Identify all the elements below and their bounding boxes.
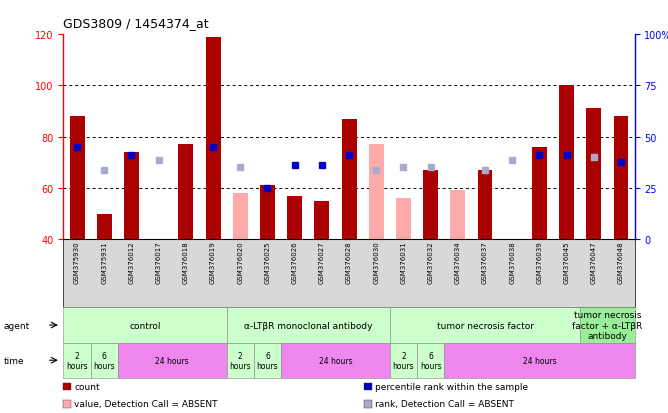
Bar <box>178 145 193 240</box>
Text: 24 hours: 24 hours <box>156 356 189 365</box>
Text: 24 hours: 24 hours <box>319 356 352 365</box>
Text: time: time <box>3 356 24 365</box>
Text: control: control <box>130 321 161 330</box>
Text: agent: agent <box>3 321 29 330</box>
Bar <box>423 171 438 240</box>
Bar <box>287 196 302 240</box>
Text: tumor necrosis factor: tumor necrosis factor <box>436 321 534 330</box>
Text: percentile rank within the sample: percentile rank within the sample <box>375 382 528 391</box>
Bar <box>587 109 601 240</box>
Bar <box>341 119 357 240</box>
Text: GDS3809 / 1454374_at: GDS3809 / 1454374_at <box>63 17 209 29</box>
Text: rank, Detection Call = ABSENT: rank, Detection Call = ABSENT <box>375 399 514 408</box>
Text: 2
hours: 2 hours <box>66 351 88 370</box>
Text: 24 hours: 24 hours <box>522 356 556 365</box>
Text: 6
hours: 6 hours <box>94 351 115 370</box>
Bar <box>532 147 547 240</box>
Bar <box>124 153 139 240</box>
Text: 2
hours: 2 hours <box>393 351 414 370</box>
Text: value, Detection Call = ABSENT: value, Detection Call = ABSENT <box>74 399 218 408</box>
Bar <box>260 186 275 240</box>
Bar <box>450 191 466 240</box>
Bar <box>206 38 220 240</box>
Bar <box>478 171 492 240</box>
Text: count: count <box>74 382 100 391</box>
Text: 2
hours: 2 hours <box>229 351 251 370</box>
Bar <box>396 199 411 240</box>
Bar <box>315 201 329 240</box>
Bar <box>369 145 383 240</box>
Bar <box>613 117 629 240</box>
Bar <box>232 194 248 240</box>
Text: tumor necrosis
factor + α-LTβR
antibody: tumor necrosis factor + α-LTβR antibody <box>572 311 643 340</box>
Bar <box>97 214 112 240</box>
Bar <box>69 117 85 240</box>
Text: 6
hours: 6 hours <box>257 351 279 370</box>
Bar <box>559 86 574 240</box>
Text: 6
hours: 6 hours <box>420 351 442 370</box>
Text: α-LTβR monoclonal antibody: α-LTβR monoclonal antibody <box>244 321 373 330</box>
